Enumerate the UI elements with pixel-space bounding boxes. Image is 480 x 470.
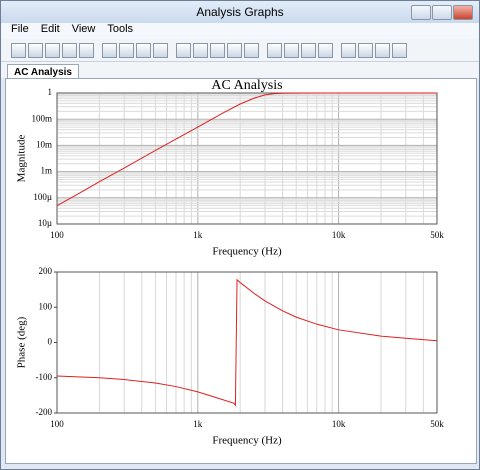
chart-title: AC Analysis [211, 78, 282, 93]
toolbar-button[interactable] [79, 42, 94, 58]
minimize-button[interactable] [411, 5, 431, 20]
toolbar-button[interactable] [193, 42, 208, 58]
y-tick-label: 1 [48, 87, 53, 97]
toolbar-button[interactable] [102, 42, 117, 58]
x-axis-label: Frequency (Hz) [212, 435, 282, 447]
y-tick-label: 1m [40, 166, 52, 176]
toolbar-button[interactable] [284, 42, 299, 58]
menu-item[interactable]: File [11, 23, 29, 35]
toolbar-button[interactable] [318, 42, 333, 58]
menu-item[interactable]: Tools [107, 23, 134, 35]
window-title: Analysis Graphs [196, 5, 284, 19]
toolbar-button[interactable] [45, 42, 60, 58]
plot-frame [56, 92, 438, 225]
chart-area: 100 1k 10k 50k 10µ 100µ 1m 10m 100m 1 AC Analysis F… [5, 78, 477, 464]
toolbar-button[interactable] [375, 42, 390, 58]
y-tick-label: -100 [36, 372, 53, 382]
data-line [56, 92, 437, 207]
y-tick-label: 100m [31, 113, 52, 123]
tab[interactable]: AC Analysis [7, 64, 79, 80]
title-bar: Analysis Graphs [1, 1, 479, 23]
x-tick-label: 1k [193, 230, 203, 240]
y-axis-label: Phase (deg) [16, 316, 28, 368]
menu-item[interactable]: Edit [40, 23, 60, 35]
y-tick-label: 100 [39, 301, 53, 311]
y-axis-label: Magnitude [16, 135, 28, 183]
x-tick-label: 1k [193, 419, 203, 429]
toolbar-button[interactable] [136, 42, 151, 58]
x-tick-label: 10k [332, 419, 346, 429]
menu-bar: File Edit View Tools [1, 23, 479, 39]
data-line [56, 278, 438, 407]
toolbar-button[interactable] [11, 42, 26, 58]
plot-frame [56, 271, 438, 414]
x-tick-label: 100 [50, 230, 64, 240]
y-tick-label: 10m [36, 139, 52, 149]
menu-item[interactable]: View [71, 23, 96, 35]
toolbar-button[interactable] [341, 42, 356, 58]
toolbar-button[interactable] [176, 42, 191, 58]
y-tick-label: 10µ [38, 218, 52, 228]
y-tick-label: 100µ [33, 192, 52, 202]
x-tick-label: 10k [332, 230, 346, 240]
toolbar-button[interactable] [227, 42, 242, 58]
toolbar-button[interactable] [392, 42, 407, 58]
toolbar-button[interactable] [210, 42, 225, 58]
toolbar-button[interactable] [244, 42, 259, 58]
toolbar-button[interactable] [267, 42, 282, 58]
y-tick-label: 200 [39, 266, 53, 276]
x-tick-label: 50k [430, 230, 444, 240]
toolbar-button[interactable] [28, 42, 43, 58]
toolbar-button[interactable] [153, 42, 168, 58]
x-axis-label: Frequency (Hz) [212, 246, 282, 258]
close-button[interactable] [453, 5, 473, 20]
y-tick-label: 0 [48, 337, 53, 347]
y-tick-label: -200 [36, 407, 53, 417]
tab-strip: AC Analysis [1, 62, 479, 80]
toolbar [1, 39, 479, 62]
toolbar-button[interactable] [358, 42, 373, 58]
maximize-button[interactable] [432, 5, 452, 20]
toolbar-button[interactable] [62, 42, 77, 58]
x-tick-label: 100 [50, 419, 64, 429]
toolbar-button[interactable] [301, 42, 316, 58]
x-tick-label: 50k [430, 419, 444, 429]
toolbar-button[interactable] [119, 42, 134, 58]
